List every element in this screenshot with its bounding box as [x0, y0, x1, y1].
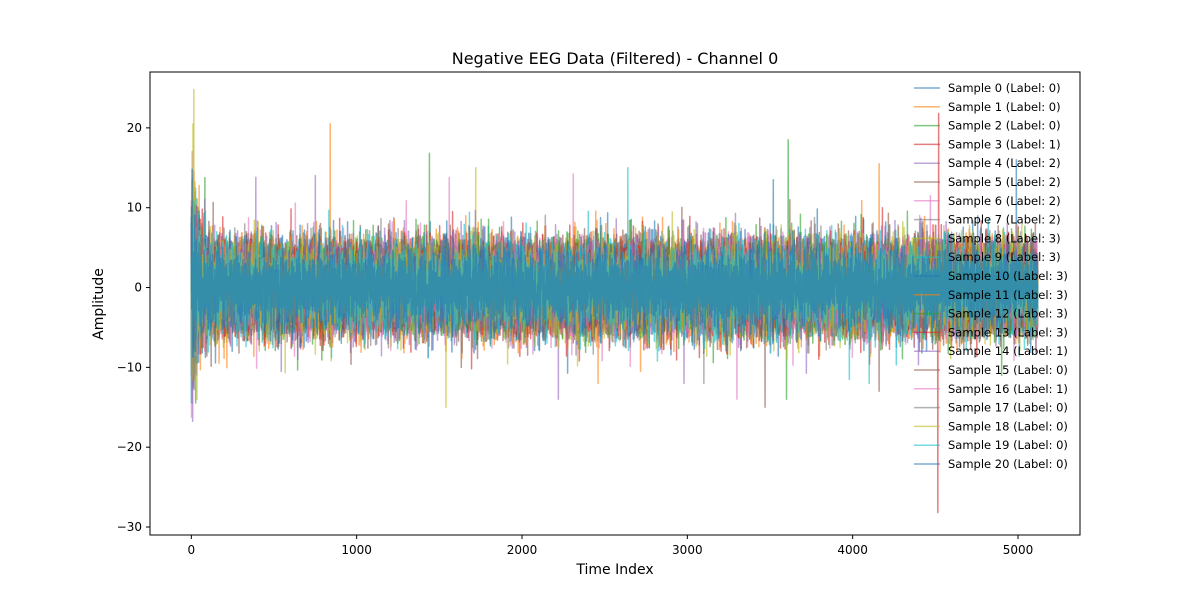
legend-label-18: Sample 18 (Label: 0): [948, 419, 1068, 433]
legend-label-1: Sample 1 (Label: 0): [948, 100, 1061, 114]
legend-label-15: Sample 15 (Label: 0): [948, 363, 1068, 377]
x-tick-label-0: 0: [188, 543, 196, 557]
x-tick-label-5: 5000: [1003, 543, 1034, 557]
chart-title: Negative EEG Data (Filtered) - Channel 0: [452, 49, 779, 68]
y-tick-label-3: 0: [134, 281, 142, 295]
legend-label-10: Sample 10 (Label: 3): [948, 269, 1068, 283]
legend-label-7: Sample 7 (Label: 2): [948, 213, 1061, 227]
x-tick-label-1: 1000: [341, 543, 372, 557]
y-tick-label-2: −10: [117, 360, 142, 374]
legend-label-20: Sample 20 (Label: 0): [948, 457, 1068, 471]
legend-label-19: Sample 19 (Label: 0): [948, 438, 1068, 452]
legend-label-9: Sample 9 (Label: 3): [948, 250, 1061, 264]
legend-label-8: Sample 8 (Label: 3): [948, 231, 1061, 245]
legend-label-4: Sample 4 (Label: 2): [948, 156, 1061, 170]
legend-label-17: Sample 17 (Label: 0): [948, 401, 1068, 415]
x-axis-label: Time Index: [575, 562, 653, 578]
plot-frame: [149, 71, 1081, 536]
x-tick-label-2: 2000: [507, 543, 538, 557]
legend: Sample 0 (Label: 0) Sample 1 (Label: 0) Sa…: [914, 81, 1068, 471]
legend-label-2: Sample 2 (Label: 0): [948, 119, 1061, 133]
legend-label-0: Sample 0 (Label: 0): [948, 81, 1061, 95]
legend-label-6: Sample 6 (Label: 2): [948, 194, 1061, 208]
series-layer: [190, 88, 1039, 514]
x-tick-label-3: 3000: [672, 543, 703, 557]
y-axis: −30 −20 −10 0 10 20: [117, 121, 150, 534]
legend-label-12: Sample 12 (Label: 3): [948, 307, 1068, 321]
y-tick-label-1: −20: [117, 440, 142, 454]
legend-label-13: Sample 13 (Label: 3): [948, 325, 1068, 339]
y-tick-label-4: 10: [127, 201, 142, 215]
legend-label-14: Sample 14 (Label: 1): [948, 344, 1068, 358]
y-axis-label: Amplitude: [91, 268, 107, 340]
legend-label-11: Sample 11 (Label: 3): [948, 288, 1068, 302]
x-tick-label-4: 4000: [837, 543, 868, 557]
series-line-20: [190, 168, 1039, 358]
legend-label-5: Sample 5 (Label: 2): [948, 175, 1061, 189]
legend-label-3: Sample 3 (Label: 1): [948, 137, 1061, 151]
y-tick-label-5: 20: [127, 121, 142, 135]
y-tick-label-0: −30: [117, 520, 142, 534]
legend-label-16: Sample 16 (Label: 1): [948, 382, 1068, 396]
x-axis: 0 1000 2000 3000 4000 5000: [188, 535, 1034, 557]
